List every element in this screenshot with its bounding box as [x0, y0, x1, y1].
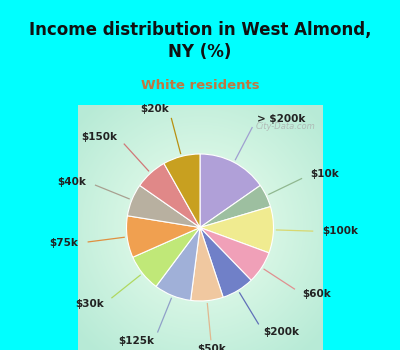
Wedge shape: [191, 228, 223, 301]
Text: $200k: $200k: [264, 327, 300, 337]
Wedge shape: [164, 154, 200, 228]
Wedge shape: [156, 228, 200, 300]
Text: $40k: $40k: [58, 176, 86, 187]
Wedge shape: [200, 154, 260, 228]
Wedge shape: [200, 206, 274, 253]
Text: $10k: $10k: [310, 169, 339, 179]
Text: Income distribution in West Almond,
NY (%): Income distribution in West Almond, NY (…: [29, 21, 371, 61]
Text: City-Data.com: City-Data.com: [255, 122, 315, 131]
Wedge shape: [133, 228, 200, 286]
Wedge shape: [200, 228, 269, 280]
Text: $30k: $30k: [76, 299, 104, 309]
Wedge shape: [128, 186, 200, 228]
Text: $150k: $150k: [82, 132, 118, 142]
Wedge shape: [200, 228, 251, 297]
Wedge shape: [126, 216, 200, 257]
Text: $100k: $100k: [322, 226, 358, 237]
Text: $75k: $75k: [50, 238, 78, 248]
Text: White residents: White residents: [141, 79, 259, 92]
Wedge shape: [140, 163, 200, 228]
Text: $125k: $125k: [118, 336, 154, 346]
Text: $20k: $20k: [140, 104, 169, 114]
Text: $60k: $60k: [303, 289, 332, 299]
Wedge shape: [200, 186, 270, 228]
Text: > $200k: > $200k: [257, 114, 305, 124]
Text: $50k: $50k: [197, 344, 226, 350]
